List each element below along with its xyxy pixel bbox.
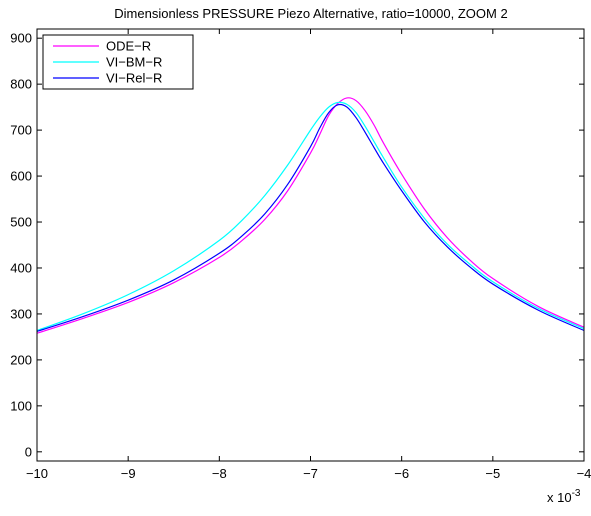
legend-label: VI−Rel−R (106, 71, 162, 86)
x-axis-multiplier-base: x 10 (547, 490, 572, 505)
y-tick-label: 400 (10, 260, 32, 275)
y-tick-label: 900 (10, 31, 32, 46)
x-tick-label: −9 (121, 466, 136, 481)
legend-label: ODE−R (106, 39, 151, 54)
x-tick-label: −6 (394, 466, 409, 481)
plot-area (37, 97, 584, 334)
series-line-3 (37, 103, 584, 332)
x-tick-label: −10 (26, 466, 48, 481)
axes: −10 −9 −8 −7 −6 −5 −4 0 100 200 300 400 500 600 700 800… (10, 28, 591, 481)
y-tick-label: 600 (10, 169, 32, 184)
x-tick-label: −8 (212, 466, 227, 481)
x-tick-label: −7 (303, 466, 318, 481)
chart-title: Dimensionless PRESSURE Piezo Alternative… (114, 6, 507, 21)
y-tick-label: 200 (10, 352, 32, 367)
y-tick-label: 100 (10, 398, 32, 413)
x-tick-label: −4 (577, 466, 591, 481)
legend-label: VI−BM−R (106, 55, 162, 70)
y-tick-label: 800 (10, 77, 32, 92)
legend: ODE−RVI−BM−RVI−Rel−R (42, 34, 194, 90)
y-tick-label: 0 (25, 444, 32, 459)
series-line-2 (37, 101, 584, 332)
x-tick-label: −5 (485, 466, 500, 481)
series-line-1 (37, 97, 584, 334)
axes-box (36, 28, 585, 462)
y-tick-label: 500 (10, 215, 32, 230)
y-tick-label: 700 (10, 123, 32, 138)
x-axis-multiplier-exponent: -3 (572, 488, 581, 499)
x-axis-multiplier: x 10-3 (547, 488, 581, 505)
y-tick-label: 300 (10, 306, 32, 321)
